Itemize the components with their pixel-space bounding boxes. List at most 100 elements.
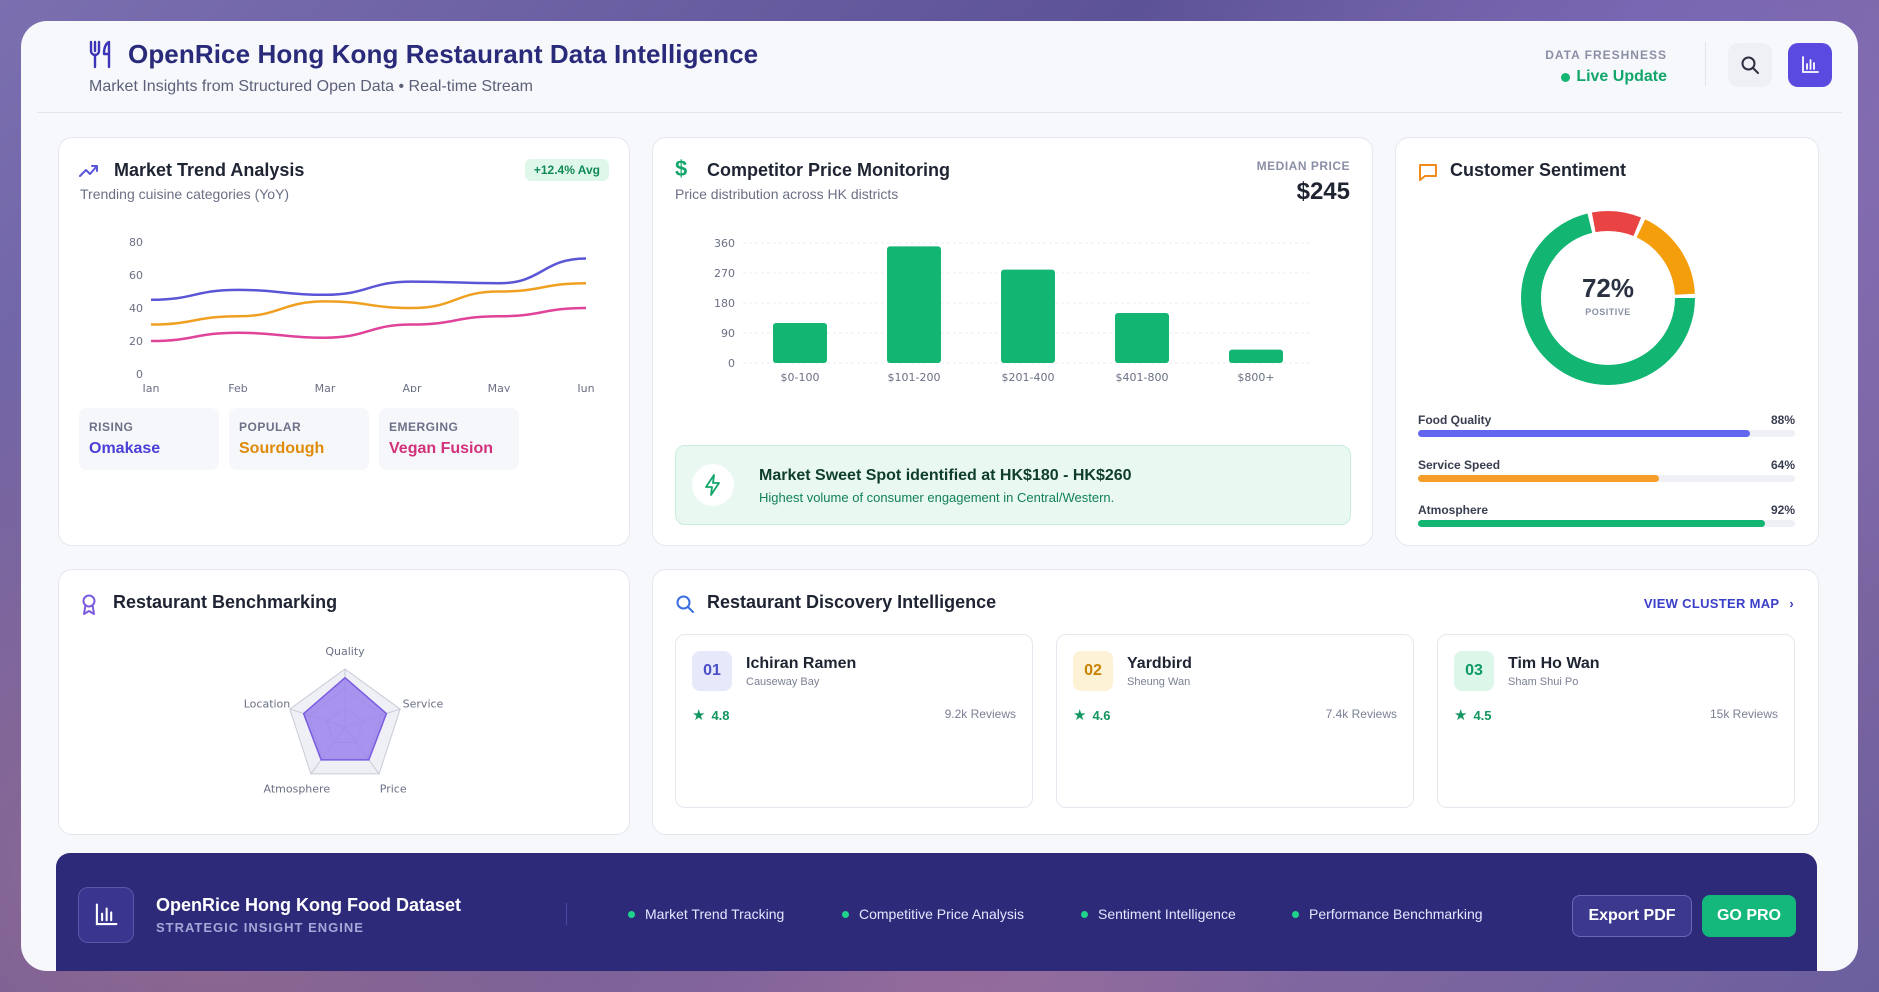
view-cluster-map-link[interactable]: VIEW CLUSTER MAP › [1644,596,1794,611]
chevron-right-icon: › [1789,596,1794,611]
insight-title: Market Sweet Spot identified at HK$180 -… [759,467,1132,484]
star-icon: ★ [692,707,706,724]
category-label: RISING [89,420,134,434]
x-tick-label: $401-800 [1116,371,1169,384]
y-tick-label: 360 [714,237,735,250]
message-icon [1419,164,1437,181]
restaurant-area: Sham Shui Po [1508,676,1579,688]
category-label: EMERGING [389,420,459,434]
price-bar-chart: 0 90 180 270 360 $0-100 $101-200 $201-400 $401-8… [714,237,1313,384]
median-label: MEDIAN PRICE [1256,159,1350,173]
metric-label: Atmosphere [1418,503,1489,517]
series-line-2 [150,282,587,326]
card-title: Market Trend Analysis [114,160,305,180]
search-icon [676,595,694,613]
x-tick-label: Apr [402,382,422,392]
metric-percent: 88% [1770,413,1795,427]
rating: ★ 4.8 [692,706,730,724]
x-tick-label: Mar [315,382,336,392]
search-button[interactable] [1728,43,1772,87]
bullet-icon [1292,910,1299,918]
insight-box: Market Sweet Spot identified at HK$180 -… [675,445,1351,525]
category-box: POPULAR Sourdough [229,408,369,470]
y-tick-label: 90 [721,327,735,340]
donut-label: POSITIVE [1585,307,1631,317]
x-tick-label: Jan [142,382,160,392]
footer-banner: OpenRice Hong Kong Food Dataset STRATEGI… [56,853,1817,971]
price-bar [887,246,941,363]
sentiment-donut-chart [1521,211,1695,385]
lightning-icon [692,464,734,506]
radar-axis-label: Atmosphere [264,782,331,795]
bullet-icon [628,910,635,918]
freshness-value: Live Update [1576,68,1667,85]
dataset-icon-box [78,887,134,943]
export-pdf-button[interactable]: Export PDF [1572,895,1692,937]
live-dot-icon [1561,72,1571,82]
feature-label: Performance Benchmarking [1309,906,1483,922]
restaurant-card[interactable]: 01 Ichiran Ramen Causeway Bay ★ 4.8 9.2k Revi… [675,634,1033,808]
feature-label: Market Trend Tracking [645,906,785,922]
feature-item: Competitive Price Analysis [842,906,1024,922]
metric-fill [1418,520,1765,527]
rating-value: 4.6 [1092,707,1111,723]
donut-value: 72% [1581,273,1635,303]
restaurant-name: Ichiran Ramen [746,655,857,672]
x-tick-label: $800+ [1237,371,1274,384]
card-title: Customer Sentiment [1450,160,1627,180]
footer-divider [566,903,567,925]
x-tick-label: $0-100 [781,371,820,384]
card-subtitle: Price distribution across HK districts [675,186,899,202]
metric-track [1418,475,1795,482]
restaurant-card[interactable]: 02 Yardbird Sheung Wan ★ 4.6 7.4k Reviews [1056,634,1414,808]
go-pro-button[interactable]: GO PRO [1702,895,1796,937]
award-icon [82,594,96,615]
y-tick-label: 270 [714,267,735,280]
price-bar [1115,313,1169,363]
metric-label: Food Quality [1418,413,1492,427]
radar-axis-label: Service [403,698,444,711]
analytics-button[interactable] [1788,43,1832,87]
series-line-1 [150,257,587,301]
rating-value: 4.5 [1473,707,1492,723]
search-icon [1741,56,1759,74]
review-count: 7.4k Reviews [1325,707,1397,721]
card-title: Restaurant Discovery Intelligence [707,592,997,612]
restaurant-card[interactable]: 03 Tim Ho Wan Sham Shui Po ★ 4.5 15k Reviews [1437,634,1795,808]
y-tick-label: 40 [129,302,143,315]
metric-fill [1418,430,1750,437]
rating-value: 4.8 [711,707,730,723]
price-bar [1229,349,1283,363]
rank-badge: 03 [1454,651,1494,691]
page-subtitle: Market Insights from Structured Open Dat… [89,78,533,95]
competitor-card: $ Competitor Price Monitoring Price dist… [652,137,1373,546]
freshness-status: Live Update [1561,68,1667,86]
discovery-card: Restaurant Discovery Intelligence VIEW C… [652,569,1819,835]
metric-percent: 64% [1770,458,1795,472]
category-box: RISING Omakase [79,408,219,470]
rating: ★ 4.5 [1454,706,1492,724]
bar-chart-icon [1802,56,1819,73]
rank-badge: 01 [692,651,732,691]
restaurant-name: Yardbird [1127,655,1192,672]
page-title: OpenRice Hong Kong Restaurant Data Intel… [128,39,759,69]
median-value: $245 [1296,178,1350,205]
bullet-icon [1081,910,1088,918]
radar-axis-label: Location [244,698,291,711]
utensils-icon [89,40,111,69]
card-title: Competitor Price Monitoring [707,160,950,180]
metric-track [1418,430,1795,437]
category-label: POPULAR [239,420,302,434]
restaurant-name: Tim Ho Wan [1508,655,1600,672]
review-count: 9.2k Reviews [944,707,1016,721]
footer-subtitle: STRATEGIC INSIGHT ENGINE [156,920,364,935]
price-bar [773,323,827,363]
trend-line-chart: 0 20 40 60 80 Jan Feb Mar Apr May Jun [129,236,595,392]
freshness-label: DATA FRESHNESS [1545,48,1667,62]
review-count: 15k Reviews [1709,707,1778,721]
feature-label: Competitive Price Analysis [859,906,1024,922]
donut-segment-2 [1521,211,1695,385]
header: OpenRice Hong Kong Restaurant Data Intel… [37,21,1842,113]
x-tick-label: Feb [228,382,247,392]
category-value: Omakase [89,440,161,457]
